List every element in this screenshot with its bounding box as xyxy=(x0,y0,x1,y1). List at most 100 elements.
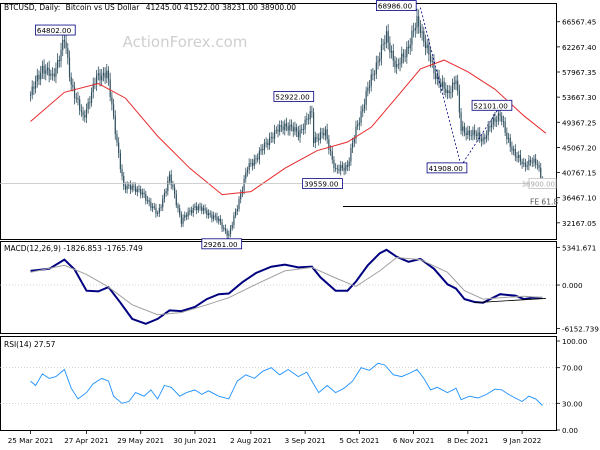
candle-body xyxy=(204,208,206,211)
candle-body xyxy=(299,129,301,138)
macd-y-tick-label: 0.000 xyxy=(562,281,583,290)
moving-average-line xyxy=(30,59,547,196)
candle-body xyxy=(287,126,289,131)
candle-body xyxy=(529,159,532,163)
candle-body xyxy=(40,72,42,80)
candle-body xyxy=(177,205,179,209)
candle-body xyxy=(421,31,423,33)
candle-body xyxy=(536,164,538,166)
candle-body xyxy=(399,63,401,65)
candle-body xyxy=(451,82,454,93)
candle-body xyxy=(519,154,522,162)
candle-body xyxy=(163,193,166,199)
candle-body xyxy=(382,44,384,46)
candle-body xyxy=(135,186,137,193)
rsi-title: RSI(14) 27.57 xyxy=(4,340,56,349)
candle-body xyxy=(92,83,94,93)
candle-body xyxy=(487,126,489,136)
x-axis-tick-label: 25 Mar 2021 xyxy=(8,436,54,445)
candle-body xyxy=(370,74,372,86)
candle-body xyxy=(282,126,284,131)
candle-body xyxy=(184,215,186,218)
price-annotation-label: 39559.00 xyxy=(304,180,339,189)
candle-body xyxy=(267,142,269,146)
candle-body xyxy=(328,139,330,150)
candle-body xyxy=(80,110,82,112)
candle-body xyxy=(175,194,177,206)
candle-body xyxy=(407,46,410,49)
price-annotation-box xyxy=(471,99,513,111)
candle-body xyxy=(45,70,47,74)
price-annotation-box xyxy=(426,162,468,174)
macd-y-tick-label: -6152.739 xyxy=(562,324,599,333)
candle-body xyxy=(143,192,145,195)
candle-body xyxy=(509,137,511,147)
candle-body xyxy=(526,165,528,167)
candle-body xyxy=(435,73,437,79)
candle-body xyxy=(60,50,62,62)
candle-body xyxy=(426,44,428,49)
candle-body xyxy=(357,124,359,127)
candle-body xyxy=(150,202,152,209)
candle-body xyxy=(319,132,321,141)
candle-body xyxy=(162,198,164,208)
x-axis-tick-label: 3 Sep 2021 xyxy=(285,436,326,445)
candle-body xyxy=(409,44,411,49)
candle-body xyxy=(389,42,391,53)
candle-body xyxy=(333,159,335,169)
candle-body xyxy=(531,162,533,164)
candle-body xyxy=(126,185,128,190)
candle-body xyxy=(318,138,320,141)
candle-body xyxy=(521,161,523,164)
candle-body xyxy=(524,162,527,167)
fib-dashed-line xyxy=(460,106,501,167)
x-axis-tick-label: 29 May 2021 xyxy=(117,436,164,445)
candle-body xyxy=(233,215,235,225)
candle-body xyxy=(77,97,79,100)
x-axis-tick-label: 8 Dec 2021 xyxy=(447,436,488,445)
candle-body xyxy=(470,135,472,137)
candle-body xyxy=(167,181,169,192)
candle-body xyxy=(418,16,420,27)
candle-body xyxy=(304,119,306,130)
candle-body xyxy=(140,189,142,195)
candle-body xyxy=(294,127,296,132)
candle-body xyxy=(206,210,208,216)
candle-body xyxy=(429,54,432,62)
candle-body xyxy=(311,111,313,113)
candle-body xyxy=(243,178,245,191)
candle-body xyxy=(431,61,433,62)
candle-body xyxy=(535,158,537,165)
candle-body xyxy=(218,218,220,221)
candle-body xyxy=(133,186,135,187)
candle-body xyxy=(450,92,452,94)
rsi-y-tick-label: 30.00 xyxy=(562,399,583,408)
candle-body xyxy=(316,137,318,139)
candle-body xyxy=(453,82,455,85)
macd-panel-frame xyxy=(0,241,557,334)
candle-body xyxy=(396,64,398,68)
candle-body xyxy=(29,95,32,96)
candle-body xyxy=(280,125,282,127)
candle-body xyxy=(374,74,376,75)
candle-body xyxy=(202,208,205,211)
candle-body xyxy=(51,73,54,75)
candle-body xyxy=(189,210,191,212)
candle-body xyxy=(235,211,237,216)
x-axis-tick-label: 2 Aug 2021 xyxy=(230,436,271,445)
candle-body xyxy=(67,48,69,58)
candle-body xyxy=(523,162,525,164)
candle-body xyxy=(392,50,394,61)
price-annotation-label: 29261.00 xyxy=(203,240,238,249)
price-y-tick-label: 57967.35 xyxy=(562,68,596,77)
symbol-label: BTCUSD, Daily: xyxy=(4,3,60,12)
candle-body xyxy=(489,126,491,128)
candle-body xyxy=(90,92,93,103)
candle-body xyxy=(251,163,254,166)
price-annotation-label: 52922.00 xyxy=(275,92,310,101)
instrument-name: Bitcoin vs US Dollar xyxy=(66,3,141,12)
candle-body xyxy=(201,206,203,211)
macd-y-tick-label: 5341.671 xyxy=(562,243,596,252)
candle-body xyxy=(192,207,194,213)
candle-body xyxy=(75,97,77,99)
